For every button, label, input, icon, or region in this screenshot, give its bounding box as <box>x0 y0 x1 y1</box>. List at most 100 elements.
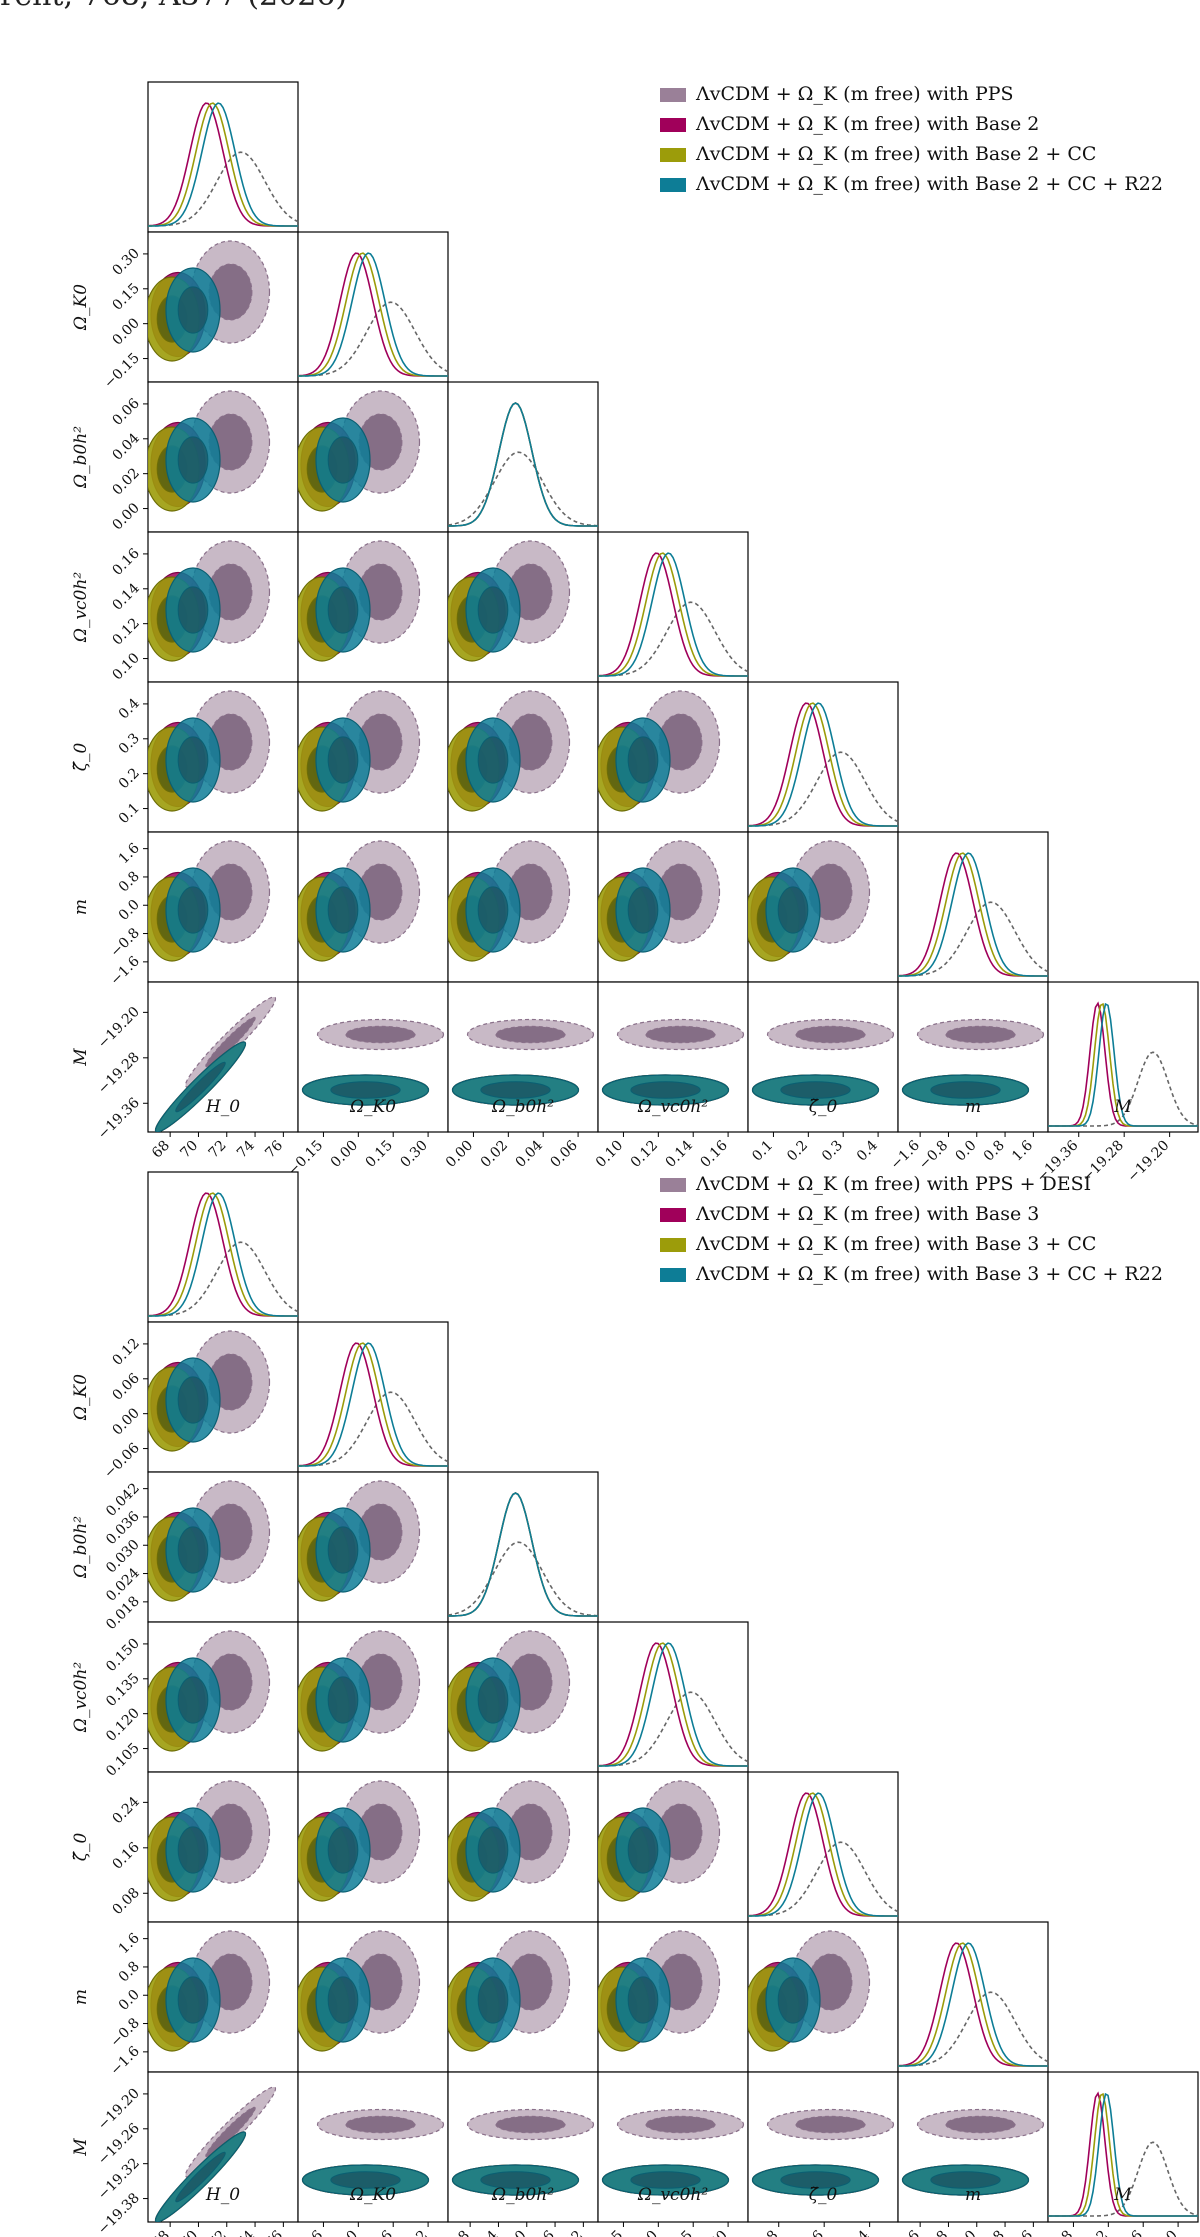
legend-swatch <box>660 148 686 162</box>
contour-inner-s1 <box>205 1016 256 1068</box>
contour-inner-s4 <box>327 1826 359 1874</box>
y-tick-label: 0.0 <box>116 1987 143 2014</box>
panel-1-1 <box>297 231 449 383</box>
marginal-curve-s4 <box>1048 2092 1198 2217</box>
x-tick-label: 68 <box>149 1138 173 1162</box>
panel-5-2 <box>447 1921 599 2073</box>
panel-3-2 <box>447 531 599 683</box>
y-tick-label: 0.08 <box>109 1885 142 1918</box>
contour-inner-s4 <box>327 736 359 784</box>
contour-inner-s4 <box>930 1081 1001 1099</box>
y-tick-label: 0.12 <box>109 1335 142 1368</box>
y-tick-label: 0.04 <box>109 430 142 463</box>
legend-2: ΛvCDM + Ω_K (m free) with PPS + DESI ΛvCD… <box>660 1173 1163 1285</box>
x-tick-label: 0.00 <box>328 2228 361 2237</box>
x-tick-label: 0.8 <box>981 2228 1008 2237</box>
contour-inner-s4 <box>477 1676 509 1724</box>
panel-4-4 <box>747 681 899 833</box>
marginal-curve-s1 <box>147 151 299 227</box>
y-axis-label: ζ̃_0 <box>71 1833 91 1862</box>
panel-2-2 <box>447 1471 599 1623</box>
marginal-curve-s1 <box>297 1391 449 1467</box>
contour-inner-s4 <box>177 1676 209 1724</box>
panel-2-2 <box>447 381 599 533</box>
contour-inner-s4 <box>177 1526 209 1574</box>
marginal-curve-s1 <box>747 1841 899 1917</box>
marginal-curve-s1 <box>597 1691 749 1767</box>
y-tick-label: 0.00 <box>109 315 142 348</box>
legend-entry: ΛvCDM + Ω_K (m free) with Base 2 + CC + … <box>695 173 1163 195</box>
contour-inner-s4 <box>330 1081 401 1099</box>
contour-inner-s1 <box>645 1025 716 1044</box>
y-axis-label: M <box>71 1048 91 1067</box>
y-tick-label: 0.3 <box>116 730 143 757</box>
contour-inner-s4 <box>327 436 359 484</box>
x-tick-label: 0.30 <box>398 1138 431 1171</box>
legend-swatch <box>660 1178 686 1192</box>
x-tick-label: 0.12 <box>628 1138 661 1171</box>
x-axis-label: Ω_K0 <box>349 2185 396 2205</box>
contour-inner-s4 <box>477 886 509 934</box>
x-tick-label: −19.20 <box>1125 1138 1173 1186</box>
marginal-curve-s1 <box>747 751 899 827</box>
panel-6-5 <box>897 981 1049 1133</box>
panel-5-1 <box>297 831 449 983</box>
contour-inner-s4 <box>327 1676 359 1724</box>
panel-3-3 <box>597 1621 749 1773</box>
x-axis-label: M <box>1113 2185 1132 2205</box>
contour-inner-s4 <box>477 736 509 784</box>
panel-5-3 <box>597 831 749 983</box>
panel-6-0 <box>147 2071 299 2223</box>
x-tick-label: 76 <box>262 2227 286 2237</box>
y-tick-label: 1.6 <box>116 1930 143 1957</box>
y-tick-label: −0.8 <box>107 2015 142 2050</box>
panel-3-1 <box>297 531 449 683</box>
contour-inner-s4 <box>327 1976 359 2024</box>
contour-inner-s4 <box>777 1976 809 2024</box>
y-tick-label: 0.120 <box>103 1705 143 1745</box>
panel-3-0 <box>147 531 299 683</box>
panel-5-4 <box>747 831 899 983</box>
panel-2-1 <box>297 1471 449 1623</box>
x-tick-label: 0.1 <box>749 1138 776 1165</box>
panel-6-4 <box>747 981 899 1133</box>
y-tick-label: 0.8 <box>116 868 143 895</box>
panel-5-4 <box>747 1921 899 2073</box>
marginal-curve-s1 <box>897 901 1049 977</box>
y-tick-label: 0.06 <box>109 395 142 428</box>
contour-inner-s1 <box>495 1025 566 1044</box>
y-tick-label: −1.6 <box>107 953 142 988</box>
y-tick-label: 0.105 <box>103 1740 143 1780</box>
contour-inner-s1 <box>645 2115 716 2134</box>
y-axis-label: Ω_b0h² <box>71 1516 91 1579</box>
panel-3-1 <box>297 1621 449 1773</box>
marginal-curve-s4 <box>148 1192 298 1317</box>
x-tick-label: 0.16 <box>698 1137 731 1170</box>
panel-6-3 <box>597 981 749 1133</box>
legend-swatch <box>660 118 686 132</box>
y-tick-label: 0.14 <box>109 580 142 613</box>
panel-6-6 <box>1047 2071 1199 2223</box>
x-tick-label: −0.06 <box>285 2227 327 2237</box>
x-axis-label: Ω_vc0h² <box>637 1097 708 1117</box>
panel-2-1 <box>297 381 449 533</box>
contour-inner-s4 <box>477 1826 509 1874</box>
contour-inner-s1 <box>345 1025 416 1044</box>
panel-6-0 <box>147 981 299 1133</box>
y-tick-label: 0.2 <box>116 765 143 792</box>
contour-inner-s1 <box>205 2106 256 2158</box>
marginal-curve-s4 <box>447 402 598 527</box>
y-tick-label: 0.12 <box>109 615 142 648</box>
y-axis-label: Ω_b0h² <box>71 426 91 489</box>
panel-2-0 <box>147 1471 299 1623</box>
y-axis-label: Ω_K0 <box>71 1374 91 1421</box>
page-header-fragment: rent, 768, A377 (2026) <box>0 0 347 13</box>
panel-1-1 <box>297 1321 449 1473</box>
marginal-curve-s1 <box>297 301 449 377</box>
x-tick-label: 0.3 <box>819 1138 846 1165</box>
x-axis-label: ζ̃_0 <box>809 1097 838 1117</box>
y-tick-label: 0.02 <box>109 465 142 498</box>
panel-5-1 <box>297 1921 449 2073</box>
x-tick-label: 76 <box>262 1137 286 1161</box>
